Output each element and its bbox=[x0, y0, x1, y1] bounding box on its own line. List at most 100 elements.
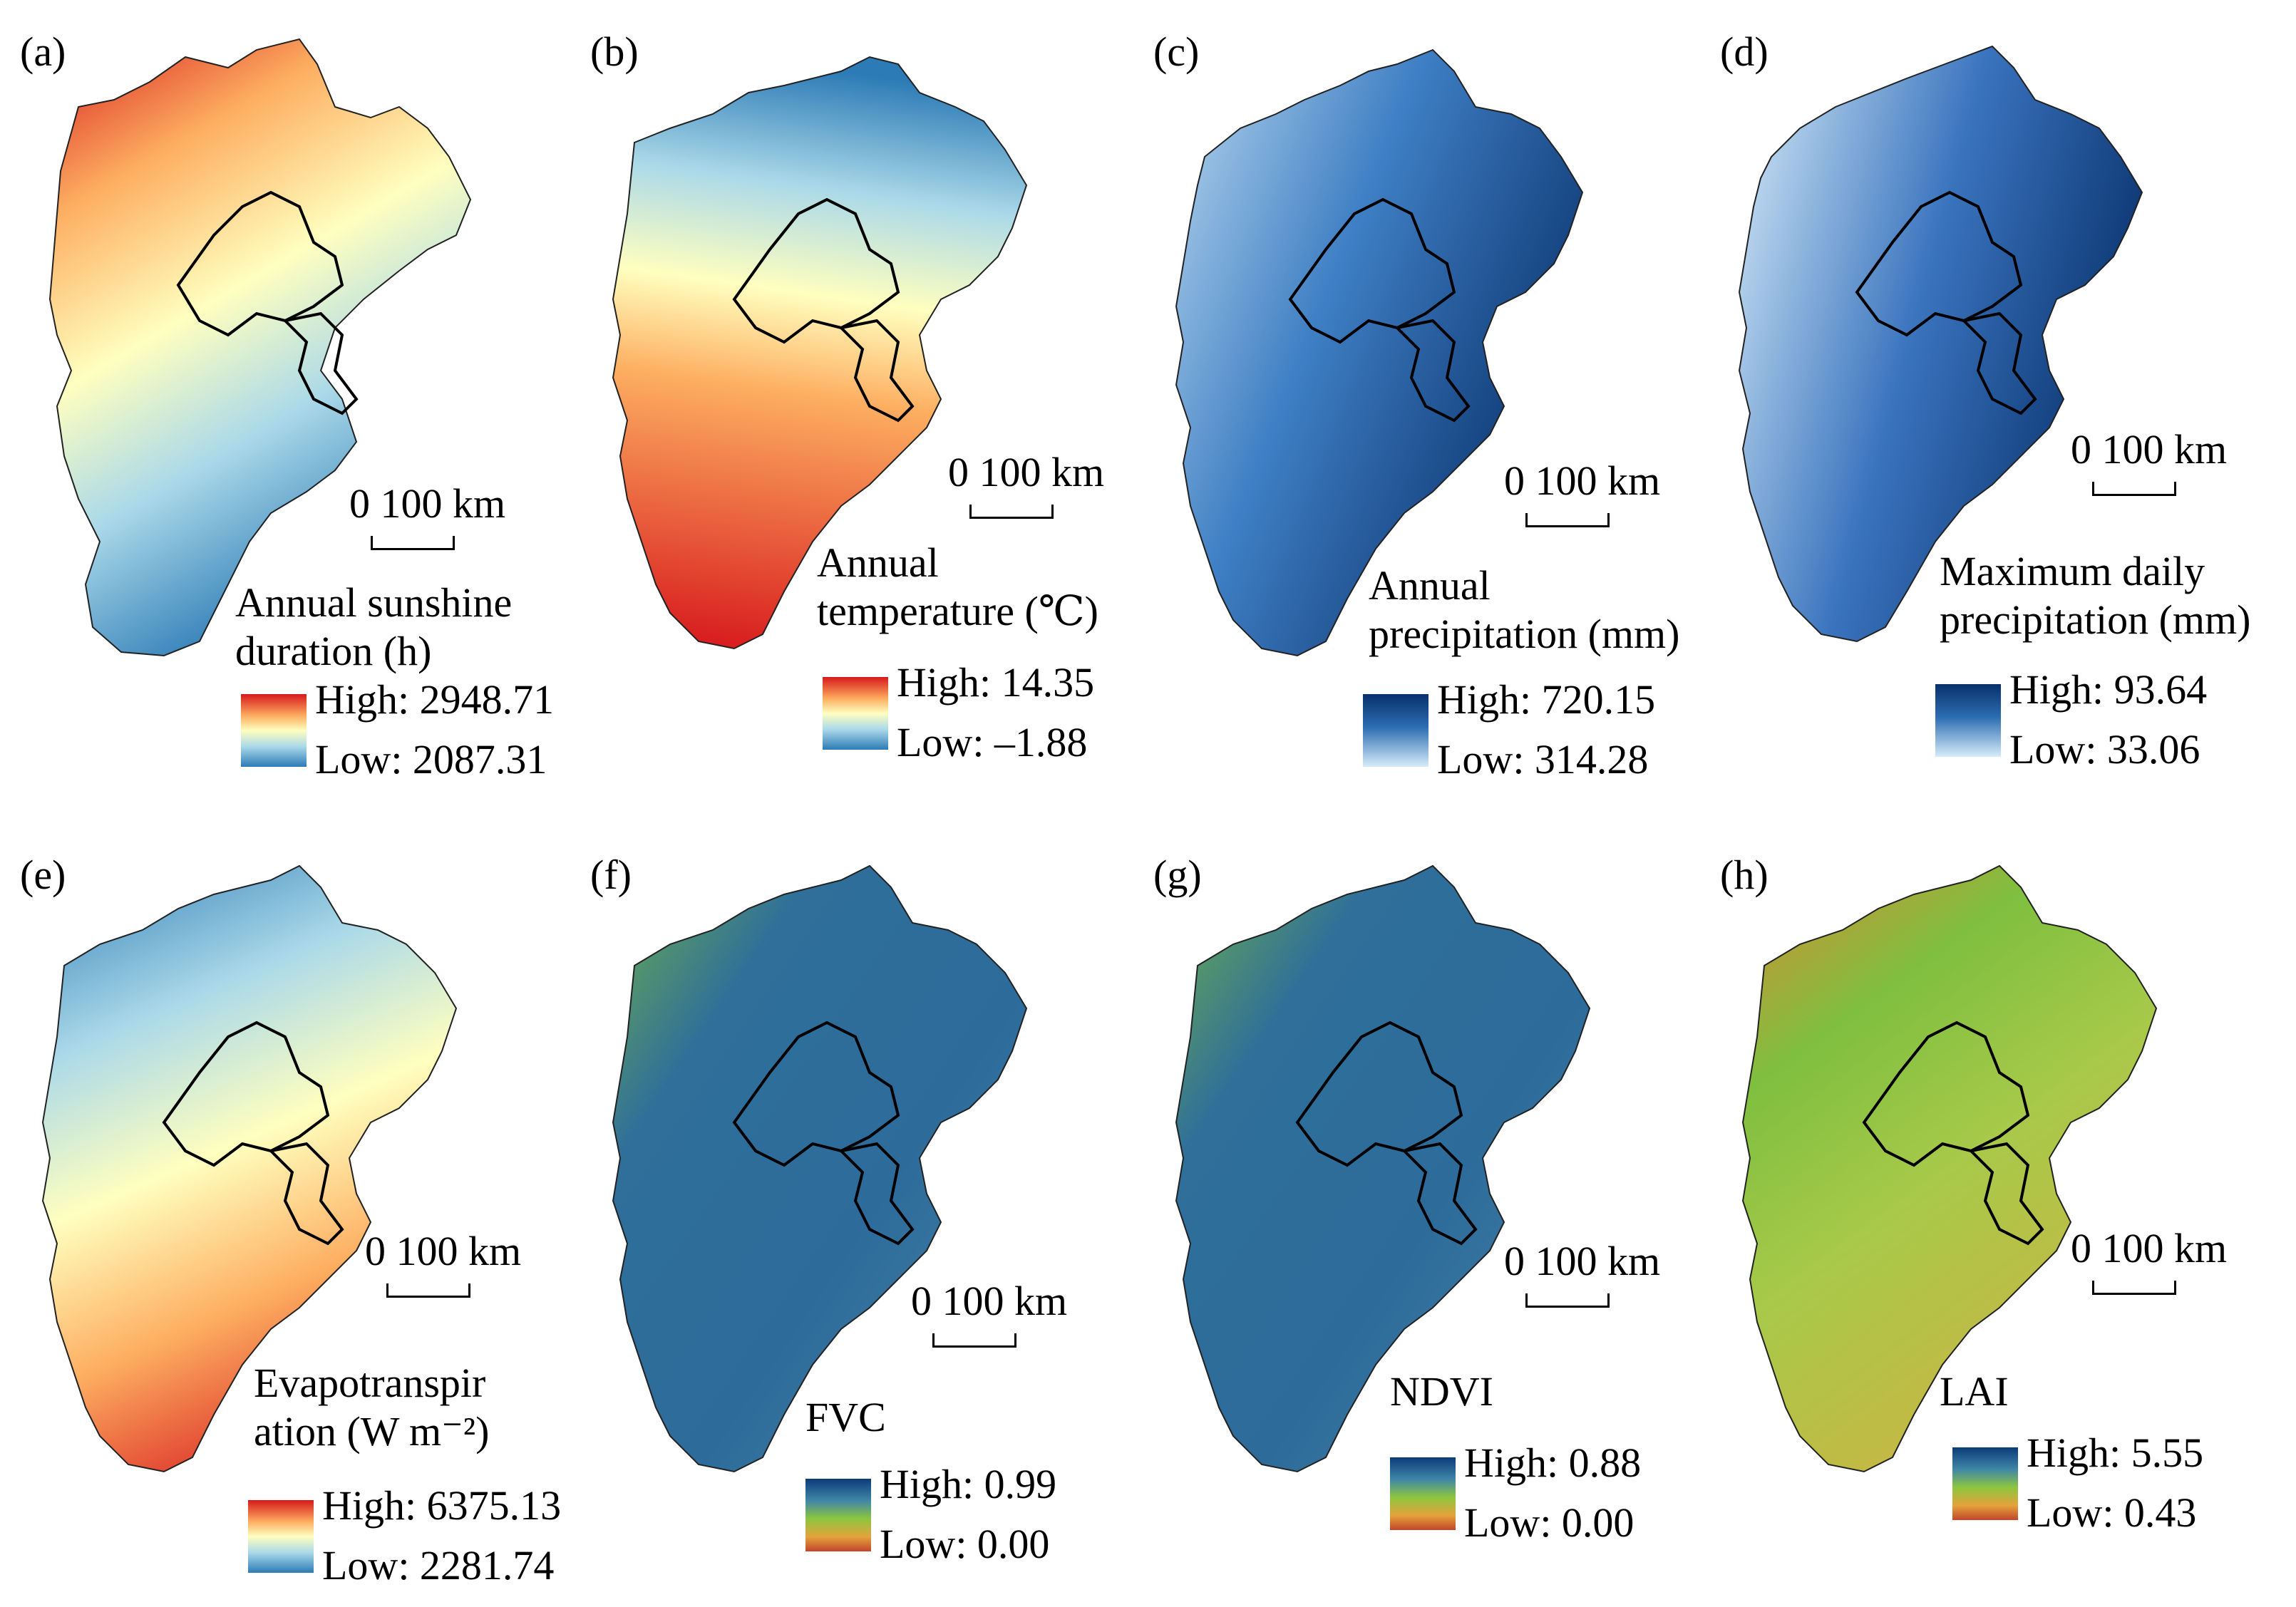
panel-label: (a) bbox=[20, 29, 66, 75]
tianjin-boundary bbox=[1394, 319, 1471, 423]
legend-high-label: High: 0.99 bbox=[880, 1461, 1057, 1507]
scale-bar-line bbox=[386, 1283, 470, 1298]
map-title-line-2: duration (h) bbox=[235, 628, 432, 674]
scale-bar-line bbox=[2092, 1281, 2176, 1295]
legend-low-label: Low: 0.43 bbox=[2027, 1489, 2197, 1536]
map-title-line-1: Annual bbox=[817, 539, 939, 586]
map-title: Annual sunshine duration (h) bbox=[235, 579, 512, 676]
scale-bar: 0 100 km bbox=[911, 1278, 1068, 1348]
tianjin-boundary bbox=[838, 1142, 915, 1246]
legend-high-label: High: 93.64 bbox=[2009, 666, 2208, 713]
tianjin-boundary bbox=[838, 319, 915, 423]
map-title-line-1: Maximum daily bbox=[1940, 548, 2205, 594]
scale-bar: 0 100 km bbox=[365, 1228, 522, 1298]
map-title-line-2: temperature (℃) bbox=[817, 588, 1098, 634]
region-shape bbox=[612, 864, 1028, 1473]
map-panel-h: (h) 0 100 km LAI High: 5.55 Low: 0.43 bbox=[1700, 823, 2263, 1607]
tianjin-boundary bbox=[282, 311, 359, 415]
scale-bar-text: 0 100 km bbox=[1504, 1238, 1661, 1284]
scale-bar: 0 100 km bbox=[2071, 426, 2228, 496]
map-title: Annual precipitation (mm) bbox=[1369, 562, 1679, 658]
scale-bar-text: 0 100 km bbox=[911, 1278, 1068, 1324]
beijing-boundary bbox=[1288, 197, 1456, 344]
region-shape bbox=[48, 38, 472, 657]
legend-low-label: Low: 0.00 bbox=[1464, 1499, 1635, 1546]
map-title-line-1: Evapotranspir bbox=[254, 1360, 486, 1406]
legend-color-ramp bbox=[823, 677, 888, 750]
scale-bar-line bbox=[371, 536, 455, 550]
region-shape bbox=[1738, 45, 2143, 643]
region-shape bbox=[612, 56, 1028, 650]
legend-color-ramp bbox=[805, 1479, 871, 1551]
legend-high-label: High: 14.35 bbox=[897, 659, 1095, 706]
tianjin-boundary bbox=[267, 1142, 344, 1246]
scale-bar-line bbox=[932, 1333, 1016, 1348]
legend-color-ramp bbox=[241, 694, 307, 767]
legend-low-label: Low: 2087.31 bbox=[315, 736, 547, 782]
scale-bar: 0 100 km bbox=[2071, 1225, 2228, 1295]
scale-bar-line bbox=[969, 505, 1054, 519]
panel-label: (b) bbox=[590, 29, 639, 75]
map-panel-e: (e) 0 100 km Evapotranspir ation (W m⁻²)… bbox=[0, 823, 563, 1607]
region-map bbox=[1175, 48, 1584, 657]
map-title-line-1: Annual bbox=[1369, 562, 1491, 609]
region-map bbox=[41, 864, 458, 1473]
panel-label: (g) bbox=[1153, 852, 1202, 898]
legend-low-label: Low: –1.88 bbox=[897, 719, 1088, 765]
scale-bar-text: 0 100 km bbox=[948, 449, 1105, 495]
region-map bbox=[1175, 864, 1591, 1473]
beijing-boundary bbox=[176, 190, 344, 337]
scale-bar-text: 0 100 km bbox=[1504, 458, 1661, 504]
legend-high-label: High: 0.88 bbox=[1464, 1440, 1642, 1486]
scale-bar-text: 0 100 km bbox=[2071, 426, 2228, 472]
scale-bar-text: 0 100 km bbox=[2071, 1225, 2228, 1271]
legend-color-ramp bbox=[1952, 1447, 2018, 1520]
panel-label: (h) bbox=[1720, 852, 1769, 898]
panel-label: (f) bbox=[590, 852, 632, 898]
beijing-boundary bbox=[732, 197, 900, 344]
map-title-line-1: FVC bbox=[805, 1394, 886, 1440]
scale-bar: 0 100 km bbox=[1504, 458, 1661, 527]
panel-label: (d) bbox=[1720, 29, 1769, 75]
legend-high-label: High: 2948.71 bbox=[315, 676, 555, 723]
beijing-boundary bbox=[1295, 1020, 1463, 1167]
region-map bbox=[612, 56, 1028, 650]
map-title: Annual temperature (℃) bbox=[817, 539, 1098, 636]
scale-bar: 0 100 km bbox=[349, 480, 506, 550]
legend-color-ramp bbox=[1363, 694, 1428, 767]
legend-low-label: Low: 0.00 bbox=[880, 1521, 1050, 1567]
beijing-boundary bbox=[1862, 1020, 2030, 1167]
scale-bar-text: 0 100 km bbox=[365, 1228, 522, 1274]
panel-label: (e) bbox=[20, 852, 66, 898]
map-title-line-1: LAI bbox=[1940, 1368, 2009, 1415]
legend-low-label: Low: 314.28 bbox=[1437, 736, 1649, 782]
region-map bbox=[612, 864, 1028, 1473]
map-title-line-1: NDVI bbox=[1390, 1368, 1493, 1415]
scale-bar-line bbox=[2092, 482, 2176, 496]
region-map bbox=[1741, 864, 2158, 1473]
legend-low-label: Low: 2281.74 bbox=[322, 1542, 555, 1588]
legend-color-ramp bbox=[1935, 684, 2001, 757]
scale-bar: 0 100 km bbox=[948, 449, 1105, 519]
scale-bar-text: 0 100 km bbox=[349, 480, 506, 527]
region-map bbox=[48, 38, 472, 657]
beijing-boundary bbox=[162, 1020, 330, 1167]
legend-high-label: High: 6375.13 bbox=[322, 1482, 562, 1529]
map-title-line-1: Annual sunshine bbox=[235, 579, 513, 626]
legend-color-ramp bbox=[248, 1500, 314, 1573]
scale-bar-line bbox=[1525, 1293, 1610, 1308]
region-map bbox=[1738, 45, 2143, 643]
map-title-line-2: precipitation (mm) bbox=[1369, 611, 1680, 657]
map-title: LAI bbox=[1940, 1368, 2009, 1416]
map-panel-c: (c) 0 100 km Annual precipitation (mm) H… bbox=[1133, 0, 1697, 784]
map-title: Evapotranspir ation (W m⁻²) bbox=[254, 1359, 489, 1456]
panel-label: (c) bbox=[1153, 29, 1200, 75]
beijing-boundary bbox=[732, 1020, 900, 1167]
map-title: FVC bbox=[805, 1393, 886, 1442]
map-title-line-2: precipitation (mm) bbox=[1940, 596, 2251, 643]
legend-low-label: Low: 33.06 bbox=[2009, 726, 2200, 773]
tianjin-boundary bbox=[1401, 1142, 1478, 1246]
region-shape bbox=[1741, 864, 2158, 1473]
region-shape bbox=[41, 864, 458, 1473]
scale-bar: 0 100 km bbox=[1504, 1238, 1661, 1308]
